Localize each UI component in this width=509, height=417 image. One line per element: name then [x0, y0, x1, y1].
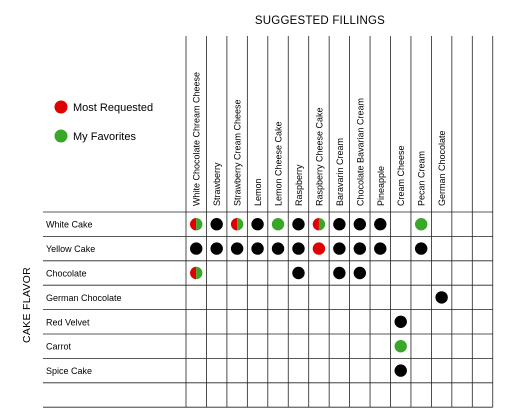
- mark-dot: [251, 242, 264, 255]
- mark-requested-and-favorite: [190, 218, 203, 231]
- mark-dot: [190, 242, 203, 255]
- mark-requested-and-favorite: [190, 266, 203, 280]
- row-label: Carrot: [46, 342, 72, 352]
- column-label: White Chocolate Chream Cheese: [192, 72, 202, 206]
- mark-requested-and-favorite: [230, 218, 244, 231]
- row-label: Chocolate: [46, 269, 87, 279]
- column-label: Cream Cheese: [396, 145, 406, 206]
- legend: Most Requested My Favorites: [54, 100, 153, 143]
- column-label: Raspberry Cheese Cake: [314, 107, 324, 206]
- grid-lines: [43, 36, 494, 408]
- mark-half-favorite: [318, 218, 326, 231]
- mark-dot: [374, 242, 387, 255]
- column-label: Lemon Cheese Cake: [274, 121, 284, 206]
- mark-dot: [333, 266, 346, 280]
- mark-dot: [210, 218, 223, 231]
- row-label: Red Velvet: [46, 317, 90, 327]
- mark-dot: [414, 242, 428, 255]
- row-labels: White Cake Yellow Cake Chocolate German Cho…: [46, 220, 122, 376]
- mark-dot: [292, 218, 305, 231]
- row-label: White Cake: [46, 220, 93, 230]
- mark-dot: [230, 242, 244, 255]
- mark-favorite: [271, 218, 285, 231]
- column-label: Chocolate Bavarian Cream: [355, 98, 365, 206]
- row-label: Yellow Cake: [46, 244, 95, 254]
- mark-dot: [251, 218, 264, 231]
- mark-dot: [394, 364, 407, 377]
- mark-dot: [353, 218, 367, 231]
- legend-swatch-requested: [54, 100, 68, 114]
- mark-dot: [333, 242, 346, 255]
- column-label: German Chocolate: [437, 130, 447, 206]
- mark-dot: [394, 315, 407, 328]
- column-label: Lemon: [253, 178, 263, 206]
- marks: [190, 218, 448, 377]
- row-label: Spice Cake: [46, 366, 92, 376]
- mark-favorite: [414, 218, 428, 231]
- mark-dot: [271, 242, 285, 255]
- mark-half-requested: [190, 266, 197, 280]
- mark-favorite: [394, 340, 407, 353]
- legend-swatch-favorite: [54, 129, 68, 143]
- column-label: Strawberry: [212, 162, 222, 206]
- legend-label-requested: Most Requested: [73, 102, 153, 114]
- y-axis-label: CAKE FLAVOR: [21, 267, 33, 343]
- mark-half-favorite: [237, 218, 244, 231]
- chart-title: SUGGESTED FILLINGS: [255, 15, 385, 27]
- mark-half-requested: [190, 218, 197, 231]
- column-label: Pineapple: [376, 166, 386, 206]
- legend-label-favorite: My Favorites: [73, 131, 136, 143]
- row-label: German Chocolate: [46, 293, 122, 303]
- mark-dot: [353, 266, 367, 280]
- mark-half-favorite: [196, 266, 203, 280]
- column-label: Raspberry: [294, 164, 304, 206]
- column-label: Baravarin Cream: [335, 138, 345, 206]
- mark-dot: [210, 242, 223, 255]
- mark-dot: [353, 242, 367, 255]
- mark-dot: [292, 266, 305, 280]
- column-label: Pecan Cream: [417, 151, 427, 206]
- mark-dot: [374, 218, 387, 231]
- mark-half-requested: [312, 218, 319, 231]
- mark-most-requested: [312, 242, 326, 255]
- mark-half-requested: [230, 218, 238, 231]
- mark-dot: [333, 218, 346, 231]
- mark-requested-and-favorite: [312, 218, 326, 231]
- column-labels: White Chocolate Chream Cheese Strawberry S…: [192, 72, 447, 206]
- mark-half-favorite: [196, 218, 203, 231]
- column-label: Strawberry Cream Cheese: [233, 99, 243, 206]
- mark-dot: [435, 291, 448, 304]
- mark-dot: [292, 242, 305, 255]
